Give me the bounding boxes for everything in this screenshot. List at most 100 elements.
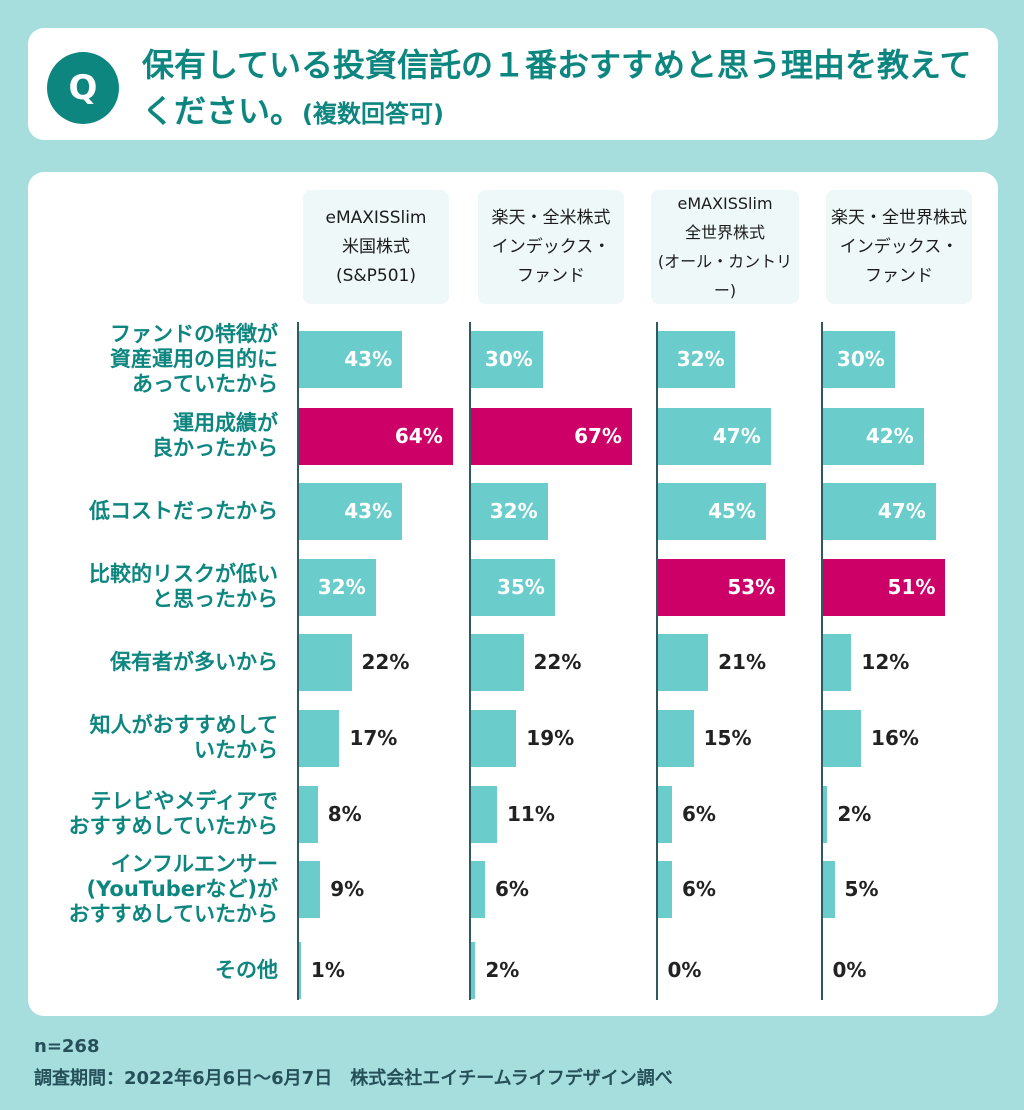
bar [298,558,376,616]
data-label: 32% [317,574,366,599]
data-label: 12% [861,649,910,674]
bar [822,482,936,540]
row-label: ファンドの特徴が 資産運用の目的に あっていたから [30,317,278,401]
data-label: 5% [844,876,879,901]
data-label: 15% [703,725,752,750]
bar [470,941,476,999]
data-label: 67% [574,423,622,448]
row-label: 運用成績が 良かったから [30,406,278,466]
bar [298,860,321,918]
row-label-text: 比較的リスクが低い と思ったから [89,562,278,611]
data-label: 30% [836,346,885,371]
bar [470,709,517,767]
bar [822,709,862,767]
bar [822,785,828,843]
bar [470,785,497,843]
data-label: 22% [361,649,410,674]
row-label: 比較的リスクが低い と思ったから [30,557,278,617]
row-label-text: 知人がおすすめして いたから [89,713,278,762]
axis-line [297,322,299,1000]
data-label: 53% [727,574,776,599]
sample-size: n=268 [34,1036,100,1057]
row-label: 低コストだったから [30,496,278,526]
bar [822,330,895,388]
row-label: その他 [30,955,278,985]
bar [298,330,403,388]
bar [822,558,946,616]
bar [470,633,524,691]
fund-name: 楽天・全世界株式 インデックス・ ファンド [831,207,967,286]
data-label: 32% [676,346,725,371]
bar [657,407,771,465]
bar [657,860,672,918]
data-label: 22% [533,649,582,674]
data-label: 9% [330,876,365,901]
bar [298,633,352,691]
data-label: 2% [485,957,520,982]
fund-name: eMAXISSlim 全世界株式 (オール・カントリー) [657,194,793,300]
question-badge: Q [47,52,119,124]
row-label: インフルエンサー (YouTuberなど)が おすすめしていたから [30,847,278,931]
bar [470,407,632,465]
data-label: 11% [507,801,555,826]
bar [822,407,924,465]
data-label: 43% [344,346,393,371]
bar [657,633,709,691]
question-main: 保有している投資信託の１番おすすめと思う理由を教えてください。 [142,46,972,130]
row-label-text: 低コストだったから [89,498,278,523]
row-label-text: ファンドの特徴が 資産運用の目的に あっていたから [110,321,278,396]
data-label: 42% [865,423,914,448]
fund-header: 楽天・全世界株式 インデックス・ ファンド [826,190,972,304]
row-label: テレビやメディアで おすすめしていたから [30,784,278,844]
bar [298,941,301,999]
bar [822,860,835,918]
data-label: 51% [887,574,936,599]
data-label: 2% [837,801,872,826]
bar [657,785,672,843]
bar [298,482,403,540]
row-label-text: その他 [215,957,278,982]
axis-line [821,322,823,1000]
data-label: 16% [871,725,919,750]
question-text: 保有している投資信託の１番おすすめと思う理由を教えてください。(複数回答可) [142,42,992,137]
survey-note: 調査期間：2022年6月6日～6月7日 株式会社エイチームライフデザイン調べ [34,1068,673,1089]
fund-header: eMAXISSlim 米国株式 (S&P501) [303,190,449,304]
axis-line [469,322,471,1000]
data-label: 17% [349,725,398,750]
bar [657,482,766,540]
data-label: 8% [327,801,362,826]
data-label: 35% [496,574,545,599]
bar [657,558,786,616]
question-note: (複数回答可) [302,100,444,128]
row-label-text: 運用成績が 良かったから [152,411,278,460]
data-label: 6% [494,876,529,901]
data-label: 43% [344,498,393,523]
bar [657,709,694,767]
data-label: 45% [708,498,756,523]
data-label: 6% [681,876,716,901]
row-label-text: テレビやメディアで おすすめしていたから [68,789,278,838]
data-label: 64% [394,423,443,448]
data-label: 47% [712,423,761,448]
bar [298,785,318,843]
fund-name: 楽天・全米株式 インデックス・ ファンド [491,207,611,286]
question-card [28,28,998,140]
fund-header: 楽天・全米株式 インデックス・ ファンド [478,190,624,304]
bar [470,860,485,918]
data-label: 0% [832,957,867,982]
data-label: 30% [484,346,533,371]
fund-header: eMAXISSlim 全世界株式 (オール・カントリー) [651,190,799,304]
row-label: 知人がおすすめして いたから [30,708,278,768]
data-label: 1% [310,957,345,982]
bar [470,482,548,540]
row-label: 保有者が多いから [30,647,278,677]
bar [470,558,555,616]
bar [298,407,453,465]
bar [657,330,735,388]
data-label: 19% [526,725,575,750]
row-label-text: 保有者が多いから [110,649,278,674]
data-label: 47% [877,498,926,523]
row-label-text: インフルエンサー (YouTuberなど)が おすすめしていたから [68,851,278,926]
data-label: 6% [681,801,716,826]
bar [470,330,543,388]
